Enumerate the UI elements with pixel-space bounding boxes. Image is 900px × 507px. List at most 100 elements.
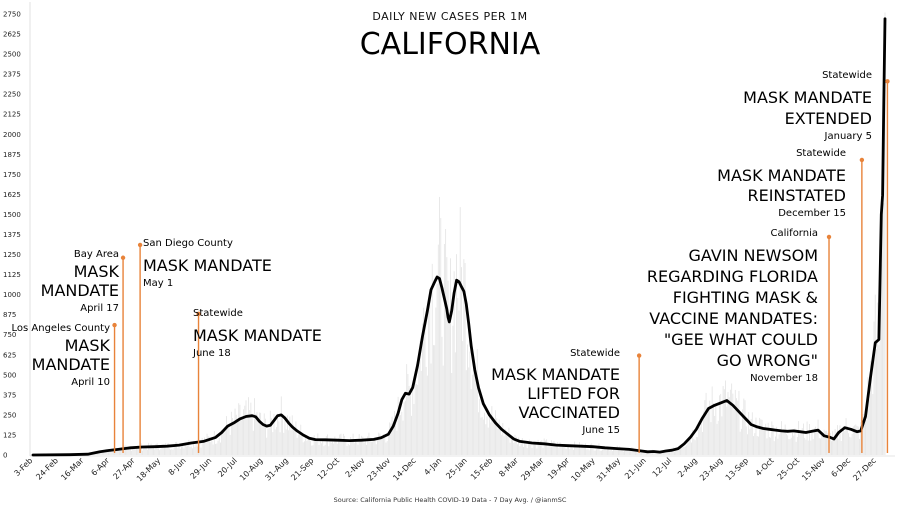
daily-bar bbox=[779, 431, 781, 455]
y-tick-labels: 0 125 250 375 500 625 750 875 1000 1125 1250 1375 15… bbox=[3, 11, 21, 460]
daily-bar bbox=[588, 450, 590, 455]
daily-bar bbox=[729, 389, 731, 455]
daily-bar bbox=[569, 449, 571, 455]
daily-bar bbox=[747, 434, 748, 455]
daily-bar bbox=[593, 450, 595, 455]
daily-bar bbox=[247, 397, 249, 455]
daily-bar bbox=[874, 294, 876, 455]
daily-bar bbox=[280, 396, 282, 455]
daily-bar bbox=[572, 449, 574, 455]
daily-bar bbox=[216, 443, 218, 455]
daily-bar bbox=[721, 416, 723, 455]
daily-bar bbox=[340, 433, 342, 455]
annotation-label: Statewide bbox=[796, 148, 846, 159]
daily-bar bbox=[816, 431, 818, 455]
daily-bar bbox=[134, 449, 136, 455]
daily-bar bbox=[693, 438, 695, 455]
daily-bar bbox=[740, 428, 742, 455]
daily-bar bbox=[117, 447, 119, 455]
daily-bar bbox=[514, 434, 516, 455]
annotation-headline: REGARDING FLORIDA bbox=[647, 267, 818, 286]
y-tick-label: 0 bbox=[3, 452, 7, 460]
daily-bar bbox=[213, 431, 215, 455]
daily-bar bbox=[605, 450, 607, 455]
daily-bar bbox=[409, 387, 411, 455]
daily-bar bbox=[412, 388, 414, 455]
daily-bar bbox=[379, 433, 381, 455]
daily-bar bbox=[121, 447, 123, 455]
daily-bar bbox=[255, 413, 257, 455]
daily-bar bbox=[144, 446, 146, 455]
daily-bar bbox=[796, 436, 798, 455]
daily-bar bbox=[543, 438, 545, 455]
daily-bar bbox=[229, 434, 231, 455]
daily-bar bbox=[392, 426, 394, 455]
daily-bar bbox=[288, 430, 290, 455]
daily-bar bbox=[108, 450, 109, 455]
daily-bar bbox=[142, 450, 143, 455]
annotation-label: Statewide bbox=[193, 308, 243, 319]
daily-bar bbox=[299, 433, 301, 455]
annotation-dot bbox=[826, 234, 832, 240]
daily-bar bbox=[857, 426, 859, 455]
daily-bar bbox=[737, 400, 739, 455]
x-tick-label: 3-Feb bbox=[12, 456, 34, 478]
daily-bar bbox=[429, 299, 431, 455]
daily-bar bbox=[863, 421, 865, 455]
daily-bar bbox=[101, 451, 103, 455]
daily-bar bbox=[785, 433, 787, 455]
daily-bar bbox=[733, 410, 735, 455]
daily-bar bbox=[170, 449, 171, 455]
daily-bar bbox=[701, 431, 703, 455]
daily-bar bbox=[262, 425, 264, 455]
daily-bar bbox=[123, 445, 125, 455]
daily-bar bbox=[300, 424, 302, 455]
daily-bar bbox=[840, 441, 842, 455]
daily-bar bbox=[600, 450, 602, 455]
daily-bar bbox=[557, 442, 559, 455]
daily-bar bbox=[822, 435, 824, 455]
daily-bar bbox=[597, 448, 599, 455]
y-tick-label: 1375 bbox=[3, 231, 21, 239]
daily-bar bbox=[519, 446, 521, 455]
daily-bar bbox=[357, 444, 359, 455]
daily-bar bbox=[331, 441, 333, 455]
daily-bar bbox=[473, 359, 475, 455]
daily-bar bbox=[558, 448, 560, 455]
daily-bar bbox=[614, 446, 616, 455]
daily-bar bbox=[805, 439, 807, 455]
daily-bar bbox=[327, 434, 328, 455]
daily-bar bbox=[757, 436, 759, 455]
x-tick-label: 29-Mar bbox=[519, 456, 546, 483]
daily-bar bbox=[98, 452, 100, 455]
daily-bar bbox=[727, 392, 729, 455]
daily-bar bbox=[732, 393, 734, 455]
daily-bar bbox=[322, 440, 324, 455]
annotation-headline: EXTENDED bbox=[785, 109, 872, 128]
daily-bar bbox=[99, 452, 101, 455]
daily-bar bbox=[177, 448, 179, 455]
daily-bar bbox=[689, 439, 691, 455]
daily-bar bbox=[185, 446, 187, 455]
chart-subtitle: DAILY NEW CASES PER 1M bbox=[372, 10, 527, 23]
daily-bar bbox=[137, 445, 139, 455]
daily-bar bbox=[608, 448, 610, 455]
daily-bar bbox=[293, 424, 294, 455]
daily-bar bbox=[408, 385, 410, 455]
daily-bar bbox=[855, 424, 857, 455]
daily-bar bbox=[159, 450, 161, 455]
daily-bar bbox=[745, 426, 747, 455]
daily-bar bbox=[850, 437, 852, 455]
daily-bar bbox=[581, 444, 583, 455]
y-tick-label: 875 bbox=[3, 311, 16, 319]
daily-bar bbox=[848, 433, 849, 455]
y-tick-label: 1250 bbox=[3, 251, 21, 259]
daily-bar bbox=[492, 420, 494, 455]
daily-bar bbox=[237, 421, 238, 455]
daily-bar bbox=[447, 280, 449, 455]
daily-bar bbox=[294, 430, 296, 455]
daily-bar bbox=[792, 432, 793, 455]
daily-bar bbox=[502, 423, 504, 455]
y-tick-label: 2750 bbox=[3, 11, 21, 19]
daily-bar bbox=[671, 448, 673, 455]
